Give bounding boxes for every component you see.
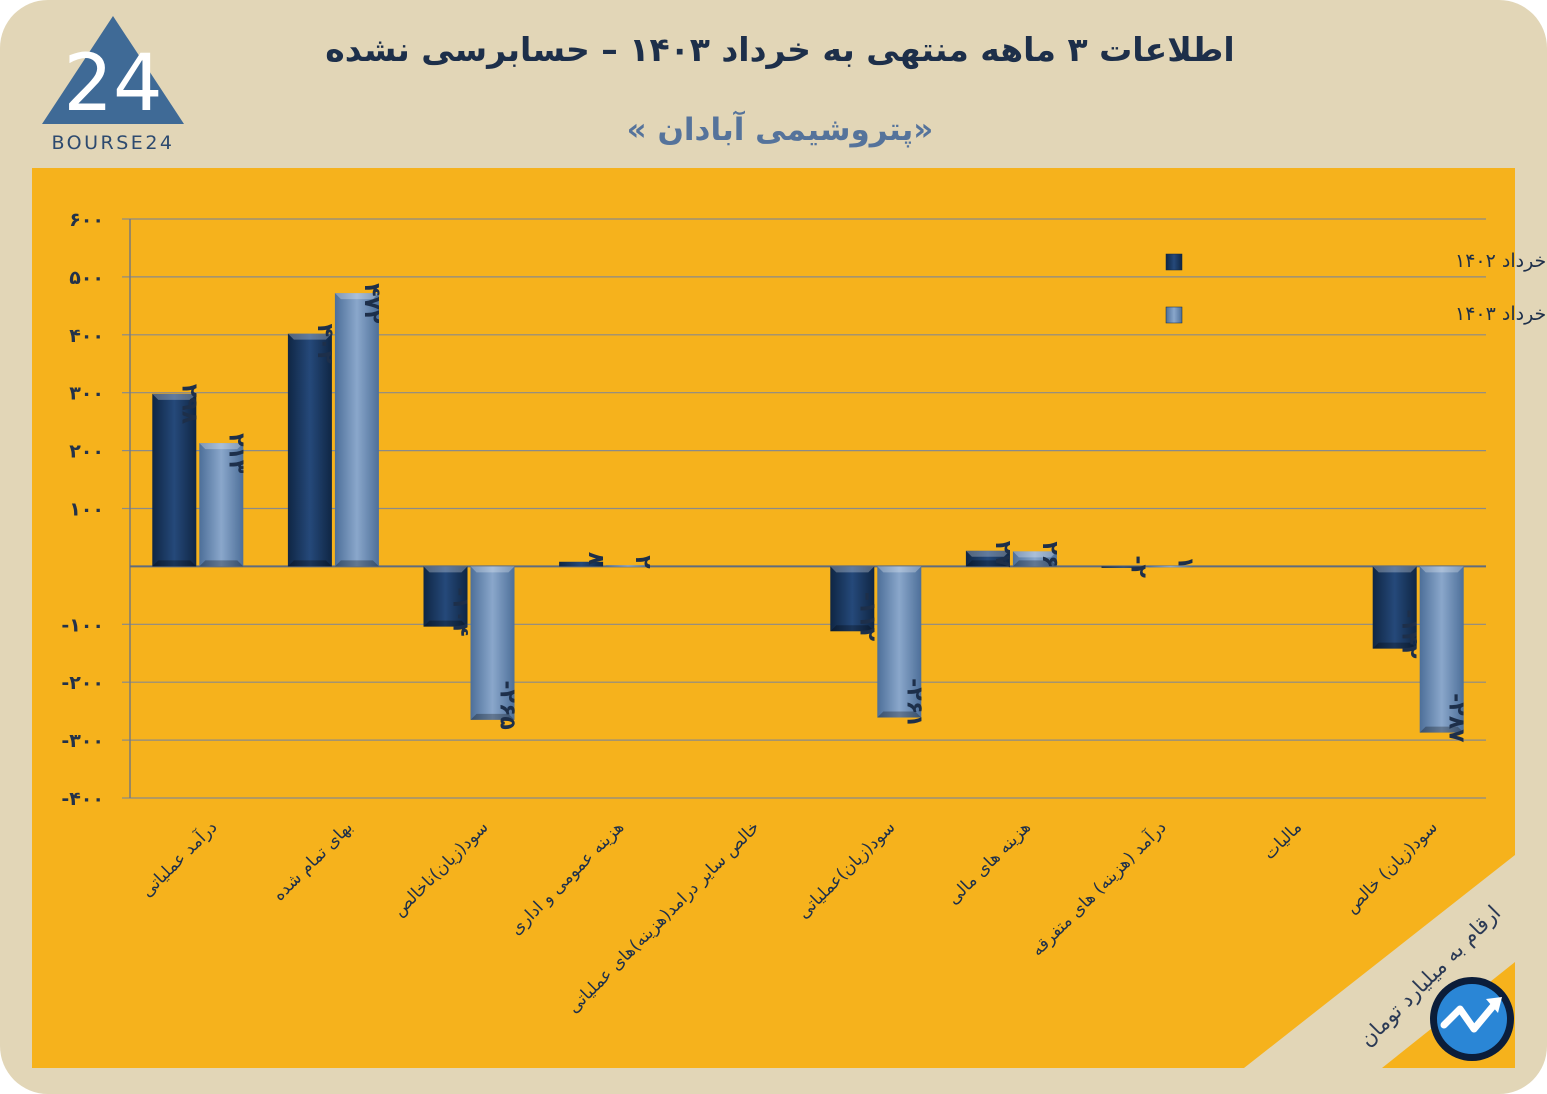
y-tick-label: ۴۰۰ <box>69 325 104 347</box>
y-tick-label: -۴۰۰ <box>61 788 104 810</box>
bar-1403 <box>606 565 651 567</box>
page-title: اطلاعات ۳ ماهه منتهی به خرداد ۱۴۰۳ – حسا… <box>325 30 1235 69</box>
logo-mark: 24 <box>63 39 162 129</box>
y-tick-label: ۲۰۰ <box>69 441 104 463</box>
data-label: ۲۶ <box>1037 541 1062 568</box>
data-label: ۴۰۲ <box>312 324 337 365</box>
bar-1403 <box>334 293 379 567</box>
data-label: -۱۱۲ <box>854 592 879 642</box>
data-label: ۲۷ <box>990 541 1015 568</box>
legend-swatch <box>1165 253 1183 271</box>
bar-1403 <box>199 443 244 567</box>
data-label: -۲۶۵ <box>495 680 520 729</box>
data-label: ۲۹۸ <box>176 384 201 425</box>
data-label: -۱۰۴ <box>448 587 473 636</box>
y-tick-label: ۱۰۰ <box>69 499 104 521</box>
y-tick-label: ۵۰۰ <box>69 267 104 289</box>
bar-1402 <box>1101 566 1146 568</box>
data-label: -۱۴۲ <box>1397 609 1422 659</box>
y-tick-label: -۲۰۰ <box>61 672 104 694</box>
data-label: -۲۸۷ <box>1444 693 1469 743</box>
bar-1403 <box>1419 566 1464 733</box>
trend-arrow-icon <box>1430 977 1514 1061</box>
bar-1402 <box>423 566 468 627</box>
bar-1402 <box>559 561 604 567</box>
data-label: -۲۶۱ <box>901 678 926 727</box>
legend-item: عملکرد منتهی به خرداد ۱۴۰۲ <box>1165 250 1547 272</box>
bar-1402 <box>287 333 332 567</box>
y-tick-label: -۱۰۰ <box>61 614 104 636</box>
bar-1402 <box>830 566 875 632</box>
logo-text: BOURSE24 <box>51 132 175 154</box>
data-label: -۲ <box>1126 555 1151 578</box>
bar-1403 <box>1148 565 1193 568</box>
legend-item: عملکرد منتهی به خرداد ۱۴۰۳ <box>1165 303 1547 325</box>
legend-swatch <box>1165 306 1183 324</box>
legend-label: عملکرد منتهی به خرداد ۱۴۰۲ <box>1455 250 1547 272</box>
data-label: ۸ <box>583 552 608 566</box>
bourse24-logo-icon: 24 <box>42 16 184 129</box>
bar-1402 <box>1372 566 1417 649</box>
bar-1402 <box>152 393 197 567</box>
bar-1403 <box>877 566 922 718</box>
y-tick-label: ۳۰۰ <box>69 383 104 405</box>
y-tick-label: ۶۰۰ <box>69 209 104 231</box>
data-label: ۲ <box>630 555 655 569</box>
legend-label: عملکرد منتهی به خرداد ۱۴۰۳ <box>1455 303 1547 325</box>
bar-1403 <box>470 566 515 720</box>
bar-1403 <box>1012 551 1057 567</box>
data-label: ۴۷۲ <box>359 283 384 324</box>
bar-1402 <box>965 550 1010 567</box>
page-subtitle: «پتروشیمی آبادان » <box>626 112 934 148</box>
data-label: ۱ <box>1173 556 1198 569</box>
data-label: ۲۱۳ <box>223 433 248 474</box>
y-tick-label: -۳۰۰ <box>61 730 104 752</box>
